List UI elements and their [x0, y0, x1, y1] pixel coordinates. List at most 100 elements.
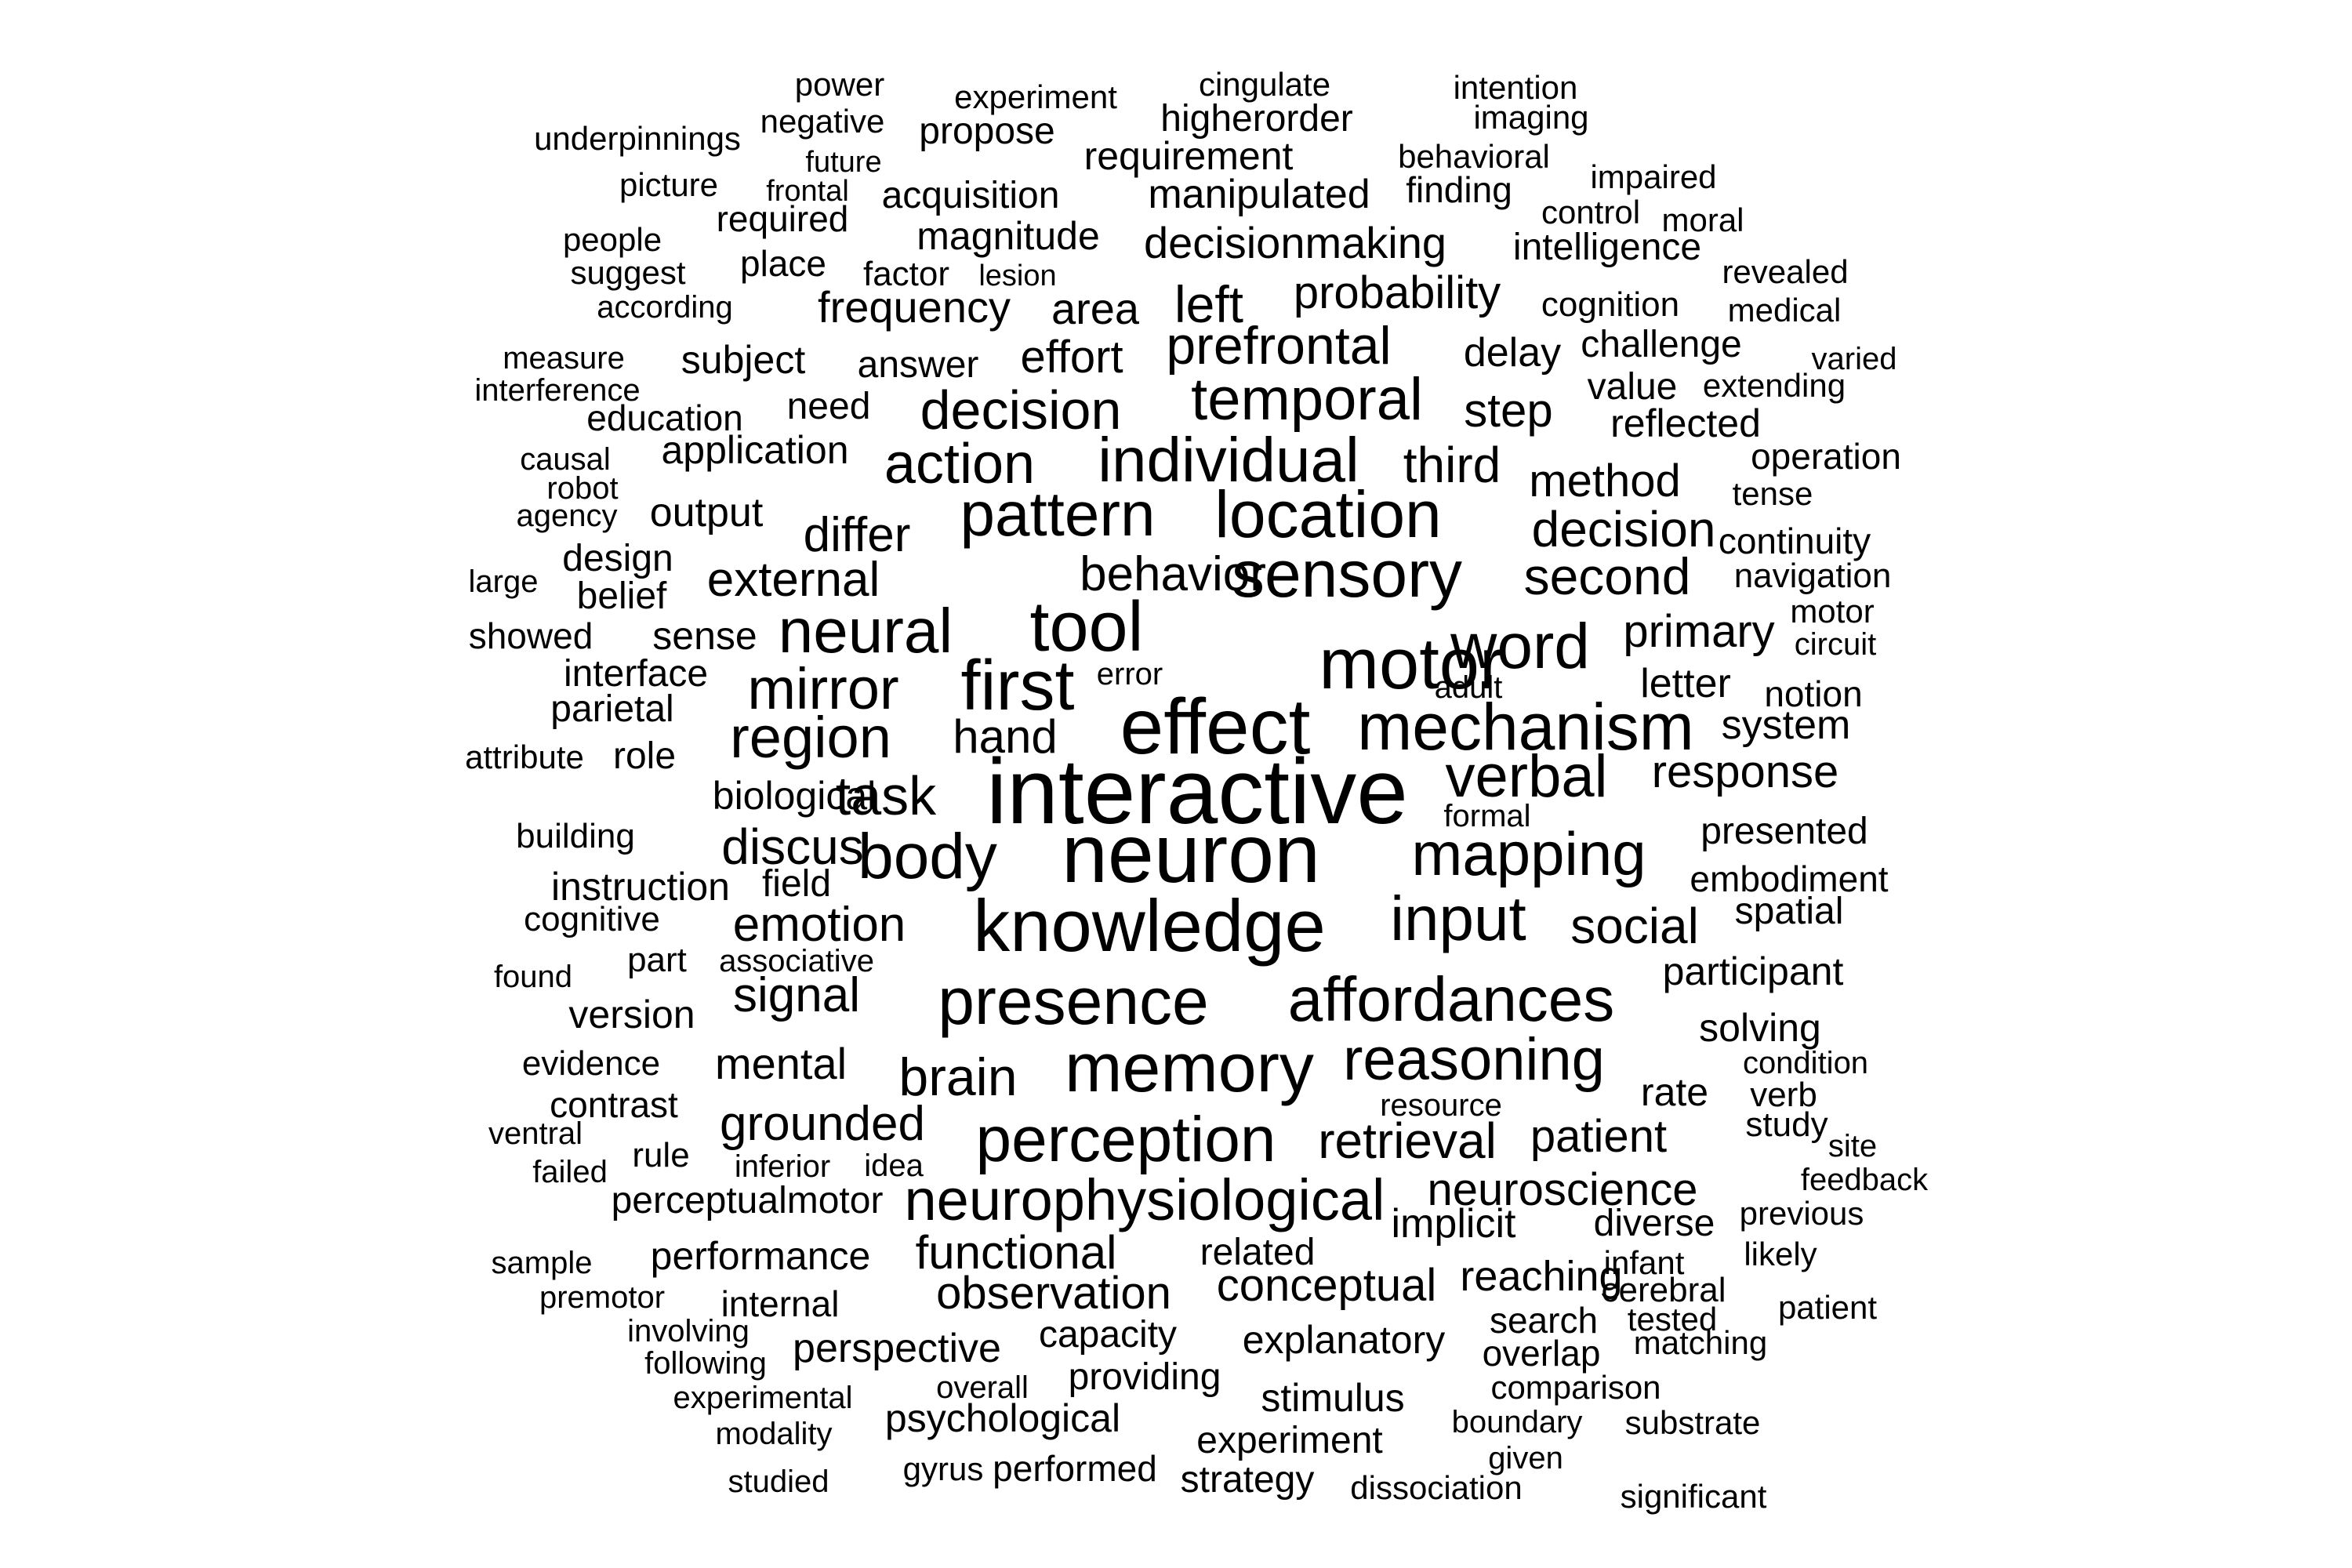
word-sense: sense	[652, 614, 757, 658]
word-intention: intention	[1453, 69, 1578, 106]
word-mechanism: mechanism	[1357, 690, 1694, 764]
word-response: response	[1651, 746, 1839, 797]
word-region: region	[730, 705, 891, 770]
word-substrate: substrate	[1624, 1404, 1761, 1441]
word-operation: operation	[1751, 436, 1901, 477]
word-decision: decision	[920, 379, 1122, 441]
word-study: study	[1745, 1105, 1828, 1144]
word-resource: resource	[1380, 1088, 1502, 1123]
word-place: place	[740, 243, 826, 284]
word-evidence: evidence	[521, 1044, 661, 1083]
word-acquisition: acquisition	[881, 175, 1060, 216]
word-hand: hand	[953, 710, 1058, 763]
word-previous: previous	[1739, 1195, 1864, 1232]
word-application: application	[661, 428, 849, 472]
word-lesion: lesion	[978, 260, 1057, 292]
word-experiment: experiment	[954, 78, 1117, 115]
word-interactive: interactive	[986, 740, 1408, 844]
word-providing: providing	[1068, 1356, 1221, 1398]
word-body: body	[858, 821, 997, 892]
word-performed: performed	[993, 1448, 1157, 1489]
word-gyrus: gyrus	[902, 1450, 984, 1487]
word-primary: primary	[1623, 606, 1775, 657]
word-delay: delay	[1463, 330, 1562, 376]
word-spatial: spatial	[1734, 891, 1844, 932]
word-measure: measure	[503, 341, 625, 376]
word-effort: effort	[1020, 332, 1123, 383]
word-cognitive: cognitive	[524, 900, 660, 938]
word-showed: showed	[468, 615, 593, 656]
word-finding: finding	[1406, 169, 1512, 210]
word-patient: patient	[1777, 1289, 1878, 1326]
word-explanatory: explanatory	[1242, 1318, 1446, 1362]
word-capacity: capacity	[1038, 1314, 1178, 1356]
word-condition: condition	[1742, 1046, 1869, 1080]
word-action: action	[884, 433, 1036, 495]
word-stimulus: stimulus	[1261, 1376, 1405, 1420]
word-psychological: psychological	[884, 1396, 1121, 1440]
word-temporal: temporal	[1191, 366, 1423, 433]
word-pattern: pattern	[960, 479, 1156, 549]
word-left: left	[1174, 275, 1244, 333]
word-area: area	[1051, 284, 1140, 333]
word-site: site	[1828, 1129, 1878, 1163]
word-implicit: implicit	[1391, 1201, 1516, 1247]
word-higherorder: higherorder	[1160, 98, 1353, 140]
word-formal: formal	[1443, 799, 1531, 833]
word-differ: differ	[803, 508, 911, 562]
word-sensory: sensory	[1231, 537, 1463, 611]
word-feedback: feedback	[1800, 1163, 1929, 1197]
word-external: external	[706, 553, 880, 607]
word-following: following	[644, 1346, 767, 1381]
word-emotion: emotion	[732, 898, 906, 952]
word-failed: failed	[532, 1155, 608, 1189]
word-associative: associative	[719, 944, 874, 978]
word-embodiment: embodiment	[1690, 858, 1889, 899]
word-grounded: grounded	[719, 1097, 926, 1151]
word-medical: medical	[1727, 292, 1842, 328]
word-propose: propose	[919, 111, 1055, 152]
word-education: education	[586, 397, 743, 438]
word-effect: effect	[1120, 683, 1311, 771]
word-strategy: strategy	[1180, 1459, 1315, 1501]
word-output: output	[649, 490, 764, 535]
word-comparison: comparison	[1490, 1369, 1661, 1406]
word-second: second	[1523, 547, 1691, 605]
word-parietal: parietal	[550, 688, 674, 730]
word-cerebral: cerebral	[1601, 1271, 1726, 1309]
word-negative: negative	[760, 103, 885, 140]
word-reflected: reflected	[1610, 401, 1761, 445]
word-observation: observation	[936, 1268, 1171, 1319]
word-large: large	[468, 564, 539, 599]
word-value: value	[1587, 366, 1678, 408]
word-presented: presented	[1700, 811, 1868, 852]
word-cingulate: cingulate	[1198, 66, 1331, 103]
word-discus: discus	[721, 818, 864, 875]
word-location: location	[1214, 477, 1442, 551]
word-tested: tested	[1627, 1301, 1718, 1338]
word-underpinnings: underpinnings	[534, 120, 741, 157]
word-building: building	[516, 817, 635, 855]
word-motor: motor	[1319, 624, 1504, 704]
word-functional: functional	[915, 1226, 1117, 1279]
word-neurophysiological: neurophysiological	[904, 1167, 1385, 1232]
word-frontal: frontal	[766, 175, 849, 208]
word-varied: varied	[1811, 342, 1897, 376]
word-version: version	[568, 993, 695, 1036]
word-solving: solving	[1699, 1006, 1821, 1050]
word-continuity: continuity	[1718, 521, 1871, 561]
word-role: role	[612, 735, 677, 777]
word-overlap: overlap	[1482, 1333, 1601, 1374]
word-manipulated: manipulated	[1148, 172, 1370, 217]
word-requirement: requirement	[1083, 134, 1294, 178]
word-decision: decision	[1531, 501, 1716, 557]
word-infant: infant	[1603, 1244, 1685, 1281]
word-conceptual: conceptual	[1216, 1260, 1437, 1311]
word-performance: performance	[650, 1234, 871, 1278]
word-need: need	[786, 386, 871, 427]
word-mental: mental	[714, 1039, 848, 1088]
word-reaching: reaching	[1460, 1253, 1623, 1300]
word-factor: factor	[862, 255, 950, 293]
word-attribute: attribute	[465, 739, 584, 775]
word-perceptualmotor: perceptualmotor	[611, 1180, 884, 1221]
